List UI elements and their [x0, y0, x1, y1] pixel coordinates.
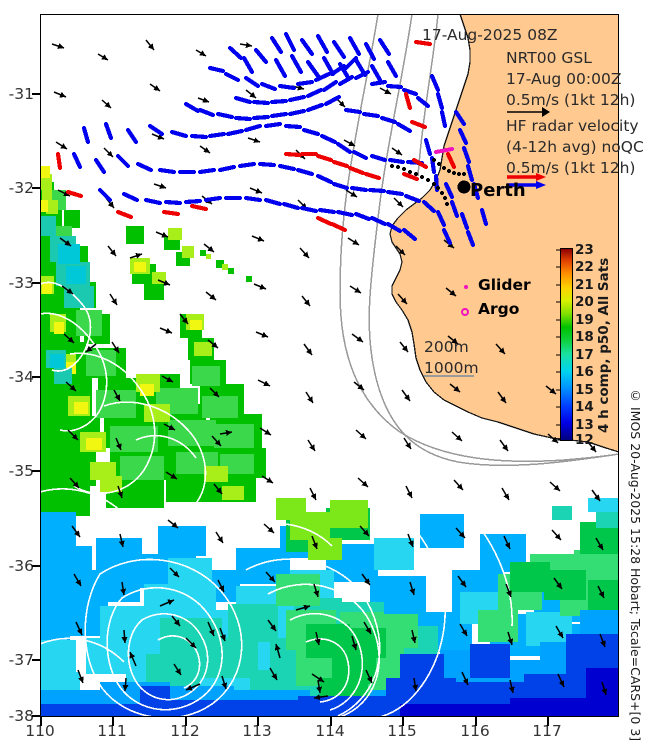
colorbar-tick-label: 15: [575, 382, 594, 398]
colorbar-title: 4 h comp, p50, All Sats: [596, 257, 612, 433]
colorbar-tick-label: 14: [575, 399, 594, 415]
radar-name-label: HF radar velocity: [506, 117, 639, 135]
y-tick-label: -31: [8, 85, 34, 103]
contour-1000m-label: 1000m: [424, 359, 479, 377]
x-tick-label: 117: [532, 722, 562, 740]
argo-marker-icon: [461, 308, 469, 316]
y-tick-label: -37: [8, 651, 34, 669]
colorbar: [560, 248, 573, 441]
colorbar-tick-label: 18: [575, 329, 594, 345]
bathymetry-contours: [339, 14, 619, 467]
observation-track: [389, 157, 467, 207]
glider-marker-icon: [464, 285, 468, 289]
colorbar-tick-label: 21: [575, 277, 594, 293]
colorbar-tick-label: 17: [575, 347, 594, 363]
credit-label: © IMOS 20-Aug-2025 15:28 Hobart; Tscale=…: [628, 388, 643, 742]
glider-track: [434, 147, 454, 154]
reference-arrow-icon: [507, 107, 550, 117]
x-tick-label: 110: [25, 722, 55, 740]
gsl-velocity-vectors: [71, 31, 489, 248]
x-tick-label: 114: [315, 722, 345, 740]
map-plot-area: [40, 14, 619, 717]
colorbar-tick-label: 22: [575, 259, 594, 275]
glider-legend-label: Glider: [478, 276, 531, 294]
x-tick-label: 115: [387, 722, 417, 740]
radar-scale-arrows-icon: [507, 173, 546, 189]
sst-contours: [40, 281, 513, 717]
timestamp-label: 17-Aug-2025 08Z: [422, 26, 558, 44]
y-tick-label: -38: [8, 707, 34, 725]
map-svg: [40, 14, 619, 717]
product-scale-label: 0.5m/s (1kt 12h): [506, 91, 636, 109]
x-tick-label: 111: [97, 722, 127, 740]
colorbar-tick-label: 23: [575, 242, 594, 258]
argo-legend-label: Argo: [478, 300, 520, 318]
hf-radar-vectors: [55, 39, 457, 233]
y-tick-label: -33: [8, 274, 34, 292]
y-tick-label: -34: [8, 368, 34, 386]
city-label: Perth: [470, 180, 526, 201]
y-tick-label: -36: [8, 557, 34, 575]
contour-sample-line: [424, 375, 474, 377]
product-time-label: 17-Aug 00:00Z: [506, 70, 622, 88]
colorbar-tick-label: 19: [575, 312, 594, 328]
x-tick-label: 113: [242, 722, 272, 740]
y-tick-label: -32: [8, 179, 34, 197]
x-tick-label: 112: [170, 722, 200, 740]
radar-detail-label: (4-12h avg) noQC: [506, 138, 644, 156]
radar-scale-label: 0.5m/s (1kt 12h): [506, 159, 636, 177]
x-tick-label: 116: [460, 722, 490, 740]
colorbar-tick-label: 12: [575, 432, 594, 448]
contour-200m-label: 200m: [424, 338, 469, 356]
y-tick-label: -35: [8, 462, 34, 480]
colorbar-tick-label: 13: [575, 417, 594, 433]
perth-marker: [457, 180, 471, 194]
colorbar-tick-label: 20: [575, 294, 594, 310]
colorbar-tick-label: 16: [575, 364, 594, 380]
product-label: NRT00 GSL: [506, 49, 592, 67]
